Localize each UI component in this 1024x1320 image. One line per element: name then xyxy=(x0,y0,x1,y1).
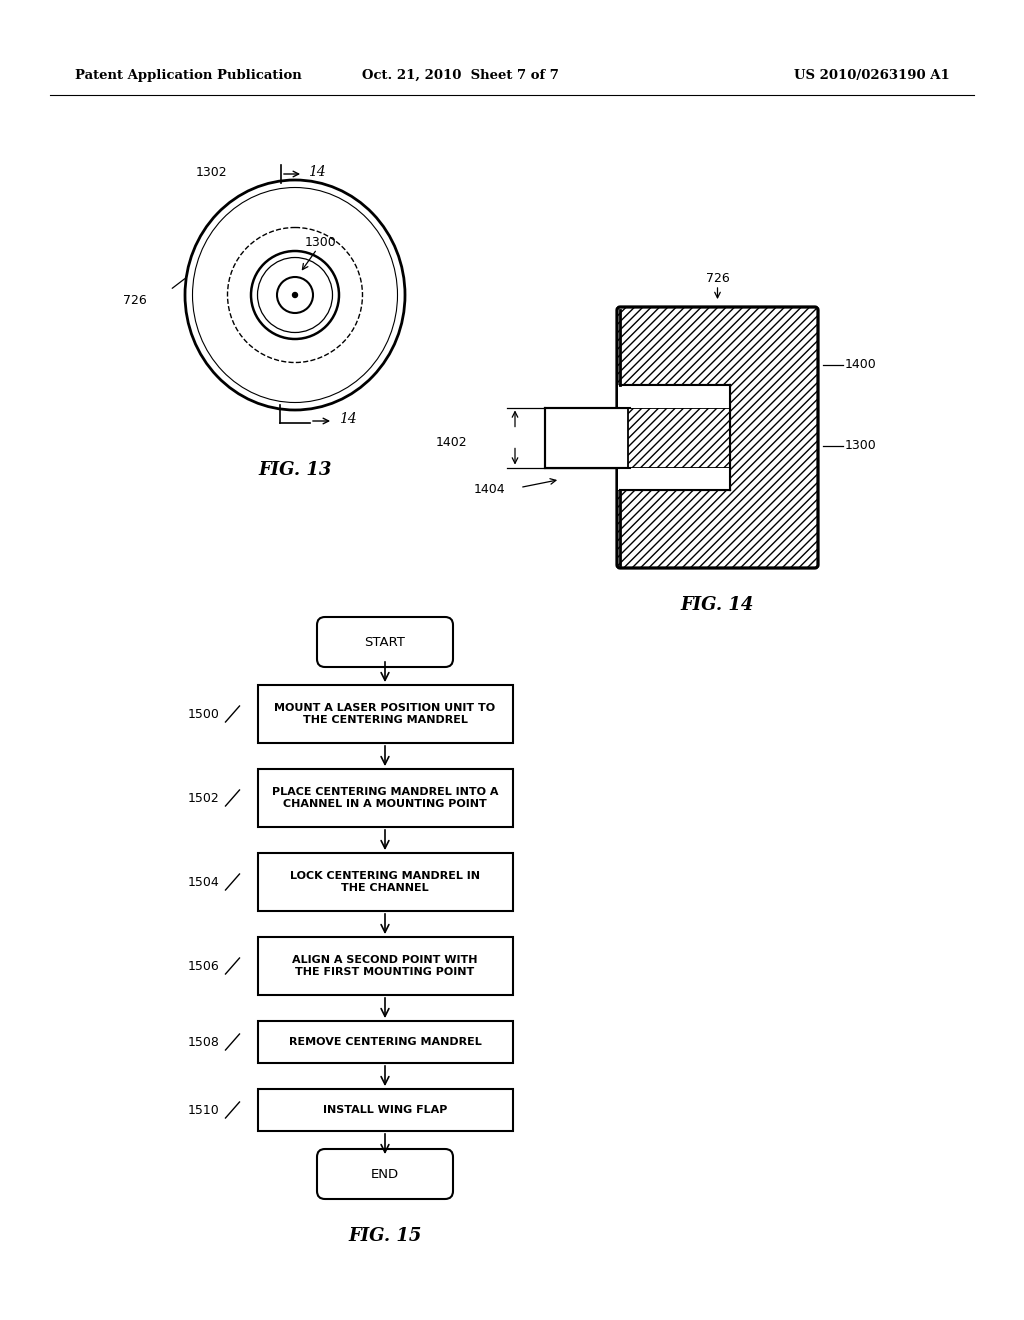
Ellipse shape xyxy=(278,277,313,313)
Text: 1510: 1510 xyxy=(187,1104,219,1117)
Text: LOCK CENTERING MANDREL IN
THE CHANNEL: LOCK CENTERING MANDREL IN THE CHANNEL xyxy=(290,871,480,892)
Bar xyxy=(257,853,512,911)
Bar xyxy=(257,770,512,828)
Bar xyxy=(257,685,512,743)
Bar xyxy=(257,1089,512,1131)
Text: 1404: 1404 xyxy=(473,483,505,496)
FancyBboxPatch shape xyxy=(317,616,453,667)
Text: 726: 726 xyxy=(123,293,147,306)
Text: INSTALL WING FLAP: INSTALL WING FLAP xyxy=(323,1105,447,1115)
Text: 1508: 1508 xyxy=(187,1035,219,1048)
Text: REMOVE CENTERING MANDREL: REMOVE CENTERING MANDREL xyxy=(289,1038,481,1047)
Text: 14: 14 xyxy=(339,412,356,426)
Bar xyxy=(257,1020,512,1063)
Text: Oct. 21, 2010  Sheet 7 of 7: Oct. 21, 2010 Sheet 7 of 7 xyxy=(361,69,558,82)
Bar xyxy=(620,385,730,408)
Text: FIG. 15: FIG. 15 xyxy=(348,1228,422,1245)
Text: Patent Application Publication: Patent Application Publication xyxy=(75,69,302,82)
Bar xyxy=(628,408,730,467)
Ellipse shape xyxy=(185,180,406,411)
Bar xyxy=(618,385,730,490)
Bar xyxy=(545,408,630,467)
Text: 14: 14 xyxy=(308,165,326,180)
Text: 1302: 1302 xyxy=(196,165,227,178)
FancyBboxPatch shape xyxy=(317,1148,453,1199)
Text: 1504: 1504 xyxy=(187,875,219,888)
Ellipse shape xyxy=(293,293,298,297)
Text: 1506: 1506 xyxy=(187,960,219,973)
Ellipse shape xyxy=(251,251,339,339)
Text: US 2010/0263190 A1: US 2010/0263190 A1 xyxy=(795,69,950,82)
FancyBboxPatch shape xyxy=(617,308,818,568)
Text: 1300: 1300 xyxy=(845,440,877,451)
Text: MOUNT A LASER POSITION UNIT TO
THE CENTERING MANDREL: MOUNT A LASER POSITION UNIT TO THE CENTE… xyxy=(274,704,496,725)
Text: END: END xyxy=(371,1167,399,1180)
Text: FIG. 13: FIG. 13 xyxy=(258,461,332,479)
Bar xyxy=(257,937,512,995)
Text: 726: 726 xyxy=(706,272,729,285)
Text: 1400: 1400 xyxy=(845,359,877,371)
Text: 1500: 1500 xyxy=(187,708,219,721)
Text: FIG. 14: FIG. 14 xyxy=(681,597,755,614)
Text: 1402: 1402 xyxy=(435,436,467,449)
Bar xyxy=(545,408,730,467)
Bar xyxy=(620,467,730,490)
Text: START: START xyxy=(365,635,406,648)
Text: ALIGN A SECOND POINT WITH
THE FIRST MOUNTING POINT: ALIGN A SECOND POINT WITH THE FIRST MOUN… xyxy=(292,956,478,977)
Text: 1300: 1300 xyxy=(305,236,337,249)
Text: 1502: 1502 xyxy=(187,792,219,804)
Text: PLACE CENTERING MANDREL INTO A
CHANNEL IN A MOUNTING POINT: PLACE CENTERING MANDREL INTO A CHANNEL I… xyxy=(271,787,499,809)
